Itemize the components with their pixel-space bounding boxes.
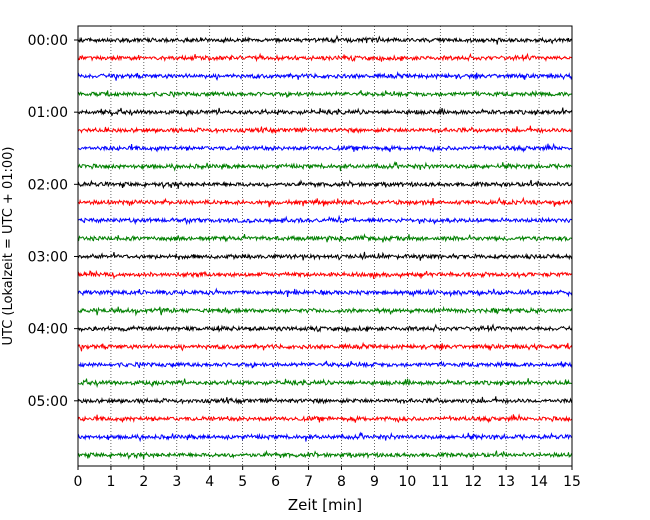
trace-line [77,160,573,172]
trace-line [77,305,573,317]
x-tick-label: 2 [139,474,148,490]
x-tick-label: 13 [497,474,515,490]
plot-frame [77,25,573,467]
trace-line [77,71,573,81]
x-tick-label: 11 [431,474,449,490]
grid-lines [110,26,540,466]
trace-line [77,396,573,405]
y-tick-label: 03:00 [28,249,68,265]
x-tick-label: 3 [172,474,181,490]
x-tick-label: 10 [398,474,416,490]
trace-group [77,34,573,460]
trace-line [77,233,573,243]
trace-line [77,341,573,352]
y-tick-label: 02:00 [28,177,68,193]
x-tick-label: 6 [271,474,280,490]
trace-line [77,125,573,135]
x-tick-label: 4 [205,474,214,490]
trace-line [77,323,573,333]
y-tick-label: 00:00 [28,33,68,49]
trace-line [77,196,573,208]
x-tick-label: 5 [238,474,247,490]
x-tick-label: 1 [106,474,115,490]
y-tick-label: 01:00 [28,105,68,121]
trace-line [77,287,573,298]
x-axis-label: Zeit [min] [288,496,362,514]
x-tick-label: 7 [304,474,313,490]
trace-line [77,431,573,443]
x-tick-label: 9 [370,474,379,490]
x-tick-label: 15 [563,474,581,490]
trace-line [77,142,573,153]
x-tick-label: 0 [74,474,83,490]
y-tick-label: 04:00 [28,322,68,338]
trace-line [77,413,573,424]
x-axis: 0 1 2 3 4 5 6 7 8 9 10 11 12 13 14 15 [74,466,581,490]
y-tick-label: 05:00 [28,394,68,410]
trace-line [77,179,573,190]
trace-line [77,107,573,118]
trace-line [77,89,573,98]
trace-line [77,251,573,261]
trace-line [77,378,573,389]
trace-line [77,52,573,63]
trace-line [77,360,573,369]
trace-line [77,214,573,226]
y-axis-label: UTC (Lokalzeit = UTC + 01:00) [1,147,16,346]
trace-line [77,449,573,460]
trace-line [77,34,573,45]
x-tick-label: 12 [464,474,482,490]
trace-line [77,269,573,280]
x-tick-label: 14 [530,474,548,490]
x-tick-label: 8 [337,474,346,490]
y-axis: 00:00 01:00 02:00 03:00 04:00 05:00 [28,33,78,410]
